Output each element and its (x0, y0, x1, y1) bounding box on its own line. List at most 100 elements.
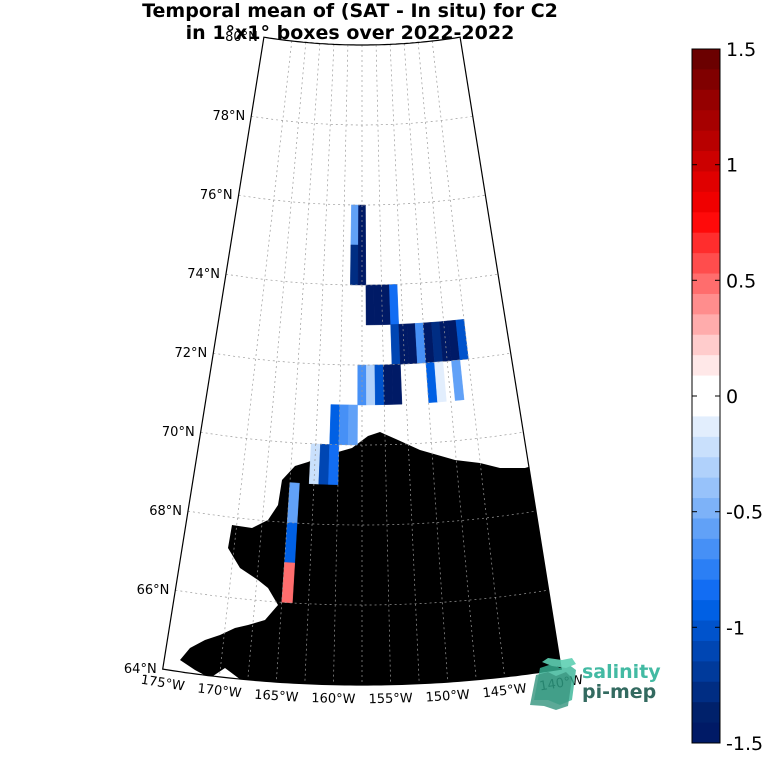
logo-wave-icon (530, 658, 576, 710)
colorbar: 1.5 1 0.5 0 -0.5 -1 -1.5 (691, 39, 762, 755)
logo-line-2: pi-mep (582, 681, 656, 703)
title-line-1: Temporal mean of (SAT - In situ) for C2 (142, 0, 558, 22)
salinity-cell (451, 359, 465, 401)
salinity-cell (318, 443, 330, 485)
lon-label: 145°W (482, 681, 528, 701)
lat-label: 78°N (213, 109, 246, 124)
colorbar-swatch (692, 722, 720, 744)
salinity-cell (366, 364, 376, 406)
map-title: Temporal mean of (SAT - In situ) for C2 … (0, 0, 700, 44)
meridian-line (333, 44, 349, 685)
colorbar-swatch (692, 273, 720, 295)
meridian-line (375, 44, 391, 685)
colorbar-swatch (692, 518, 720, 540)
colorbar-swatch (692, 212, 720, 234)
colorbar-swatch (692, 498, 720, 519)
meridian-line (219, 40, 293, 677)
salinity-cell (328, 444, 340, 485)
parallel-line (238, 194, 486, 206)
lon-label: 150°W (425, 688, 470, 706)
salinity-cell (281, 562, 296, 604)
salinity-cell (381, 284, 391, 326)
land-layer (180, 432, 562, 685)
meridian-line (403, 43, 449, 683)
colorbar-swatch (692, 171, 720, 193)
colorbar-swatch (692, 232, 720, 254)
colorbar-tick-label: -1 (726, 617, 745, 639)
graticule (175, 40, 549, 685)
lon-label: 165°W (254, 688, 299, 706)
colorbar-swatch (692, 600, 720, 622)
salinity-cell (365, 284, 375, 326)
salinity-cell (373, 284, 383, 326)
lat-label: 70°N (162, 425, 195, 440)
lat-label: 76°N (200, 188, 233, 203)
logo-line-1: salinity (582, 661, 661, 683)
colorbar-swatch (692, 89, 720, 111)
parallel-line (187, 510, 537, 526)
colorbar-swatches (692, 49, 720, 744)
colorbar-tick-label: 0.5 (726, 270, 756, 292)
colorbar-swatch (692, 640, 720, 662)
meridian-line (304, 44, 335, 684)
colorbar-ticks: 1.5 1 0.5 0 -0.5 -1 -1.5 (692, 39, 762, 755)
colorbar-swatch (692, 396, 720, 417)
meridian-line (247, 42, 307, 680)
salinity-cell (350, 244, 359, 286)
colorbar-tick-label: 1 (726, 155, 738, 177)
colorbar-swatch (692, 191, 720, 213)
salinity-cell (347, 404, 358, 446)
colorbar-swatch (692, 293, 720, 315)
lon-label: 175°W (140, 673, 186, 695)
salinity-cell (383, 364, 394, 405)
lat-label: 66°N (137, 583, 170, 598)
meridian-line (275, 43, 321, 683)
salinity-cell (329, 404, 341, 445)
colorbar-swatch (692, 620, 720, 642)
map-body (175, 40, 562, 685)
lon-label: 160°W (311, 691, 356, 707)
colorbar-swatch (692, 355, 720, 377)
meridian-line (389, 44, 420, 684)
latitude-labels: 80°N 78°N 76°N 74°N 72°N 70°N 68°N 66°N 64°N (124, 30, 258, 677)
salinity-pi-mep-logo: salinity pi-mep (530, 658, 661, 710)
salinity-cell (308, 443, 321, 485)
salinity-cell (391, 363, 403, 405)
title-line-2: in 1°x1° boxes over 2022-2022 (185, 22, 515, 44)
colorbar-swatch (692, 110, 720, 132)
colorbar-swatch (692, 538, 720, 560)
colorbar-swatch (692, 702, 720, 724)
colorbar-tick-label: -1.5 (726, 733, 762, 755)
colorbar-swatch (692, 130, 720, 152)
colorbar-swatch (692, 151, 720, 172)
meridian-line (417, 42, 477, 680)
lat-label: 68°N (149, 504, 182, 519)
land-alaska-mainland (180, 432, 562, 685)
colorbar-swatch (692, 457, 720, 479)
lat-label: 80°N (225, 30, 258, 45)
colorbar-tick-label: -0.5 (726, 502, 762, 524)
colorbar-swatch (692, 477, 720, 499)
colorbar-swatch (692, 314, 720, 336)
colorbar-tick-label: 0 (726, 386, 738, 408)
lat-label: 64°N (124, 662, 157, 677)
colorbar-swatch (692, 253, 720, 275)
salinity-cell (389, 284, 399, 325)
meridian-line (431, 40, 505, 677)
lat-label: 72°N (175, 346, 208, 361)
colorbar-tick-label: 1.5 (726, 39, 756, 61)
colorbar-swatch (692, 69, 720, 91)
colorbar-swatch (692, 681, 720, 703)
colorbar-swatch (692, 416, 720, 438)
colorbar-swatch (692, 661, 720, 683)
colorbar-swatch (692, 49, 720, 70)
salinity-cell (350, 204, 359, 246)
colorbar-swatch (692, 579, 720, 601)
colorbar-swatch (692, 559, 720, 581)
salinity-cell (374, 364, 385, 406)
colorbar-swatch (692, 334, 720, 356)
lon-label: 170°W (197, 681, 243, 701)
lat-label: 74°N (187, 267, 220, 282)
lon-label: 155°W (368, 691, 413, 707)
